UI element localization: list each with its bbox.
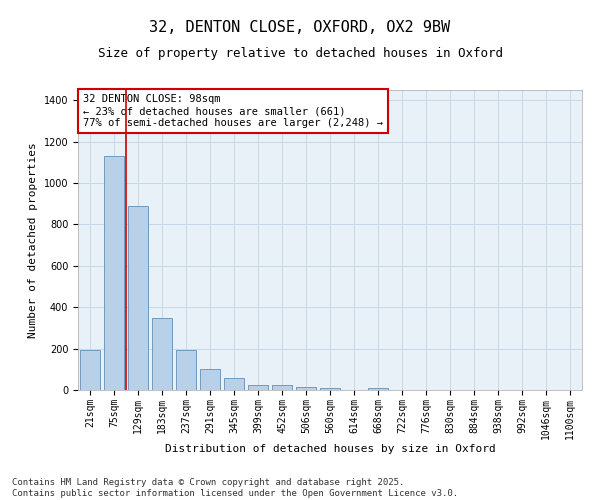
Text: 32, DENTON CLOSE, OXFORD, OX2 9BW: 32, DENTON CLOSE, OXFORD, OX2 9BW xyxy=(149,20,451,35)
Bar xyxy=(368,388,388,390)
Text: 32 DENTON CLOSE: 98sqm
← 23% of detached houses are smaller (661)
77% of semi-de: 32 DENTON CLOSE: 98sqm ← 23% of detached… xyxy=(83,94,383,128)
Bar xyxy=(224,378,244,390)
X-axis label: Distribution of detached houses by size in Oxford: Distribution of detached houses by size … xyxy=(164,444,496,454)
Bar xyxy=(320,388,340,390)
Bar xyxy=(200,370,220,390)
Bar xyxy=(104,156,124,390)
Y-axis label: Number of detached properties: Number of detached properties xyxy=(28,142,38,338)
Bar xyxy=(176,350,196,390)
Bar xyxy=(272,386,292,390)
Text: Contains HM Land Registry data © Crown copyright and database right 2025.
Contai: Contains HM Land Registry data © Crown c… xyxy=(12,478,458,498)
Bar xyxy=(248,385,268,390)
Text: Size of property relative to detached houses in Oxford: Size of property relative to detached ho… xyxy=(97,48,503,60)
Bar xyxy=(296,387,316,390)
Bar xyxy=(128,206,148,390)
Bar xyxy=(80,350,100,390)
Bar xyxy=(152,318,172,390)
